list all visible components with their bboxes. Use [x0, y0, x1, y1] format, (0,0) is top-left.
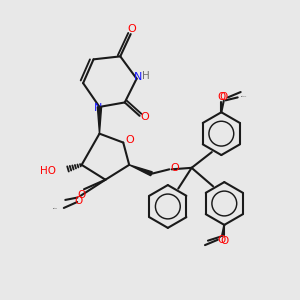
Text: O: O — [128, 24, 136, 34]
Text: O: O — [217, 92, 226, 101]
Text: O: O — [77, 190, 86, 200]
Polygon shape — [129, 165, 152, 176]
Text: methoxy: methoxy — [241, 96, 247, 97]
Text: O: O — [220, 236, 228, 246]
Text: N: N — [134, 72, 142, 82]
Text: O: O — [125, 135, 134, 145]
Text: H: H — [142, 71, 150, 81]
Text: O: O — [141, 112, 149, 122]
Text: O: O — [170, 163, 179, 173]
Text: methyl: methyl — [53, 208, 58, 209]
Text: HO: HO — [40, 166, 56, 176]
Text: O: O — [74, 196, 83, 206]
Polygon shape — [98, 107, 102, 134]
Text: N: N — [94, 103, 102, 113]
Text: O: O — [220, 92, 228, 102]
Text: O: O — [218, 235, 226, 245]
